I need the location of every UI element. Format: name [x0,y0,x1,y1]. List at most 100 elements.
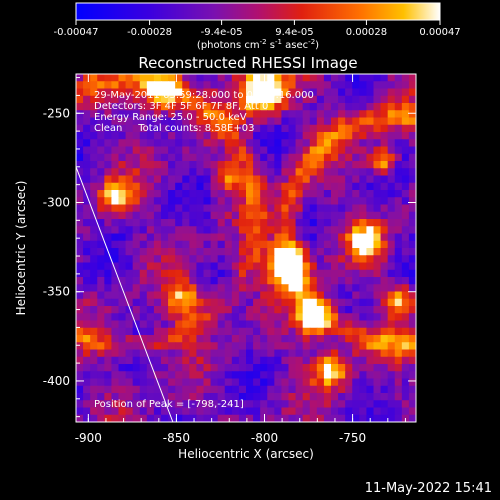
heatmap-cell [139,378,148,387]
heatmap-cell [139,371,148,380]
heatmap-cell [125,95,134,104]
heatmap-cell [146,269,155,278]
heatmap-cell [238,313,247,322]
heatmap-cell [331,335,339,343]
heatmap-cell [345,335,353,343]
heatmap-cell [97,393,105,401]
heatmap-cell [401,197,410,206]
heatmap-cell [83,262,91,271]
heatmap-cell [118,364,127,372]
heatmap-cell [168,313,176,322]
heatmap-cell [182,88,190,97]
heatmap-cell [139,182,148,191]
colorbar-ticks: -0.00047 -0.00028 -9.4e-05 9.4e-05 0.00028 0.… [54,20,461,38]
heatmap-cell [125,190,134,198]
heatmap-cell [139,320,148,329]
heatmap-cell [224,284,233,293]
heatmap-cell [175,364,183,372]
heatmap-cell [288,385,297,394]
x-tick-label: -850 [163,431,190,445]
heatmap-cell [196,153,205,162]
heatmap-cell [394,233,403,242]
heatmap-cell [97,81,105,90]
heatmap-cell [295,182,304,191]
heatmap-cell [394,117,403,126]
heatmap-cell [331,277,339,285]
heatmap-cell [175,197,183,206]
heatmap-cell [153,146,162,155]
heatmap-cell [182,284,190,293]
heatmap-cell [408,204,416,213]
heatmap-cell [231,95,240,104]
heatmap-cell [125,153,134,162]
heatmap-cell [260,262,268,271]
heatmap-cell [281,378,290,387]
heatmap-cell [387,139,396,148]
heatmap-cell [408,95,416,104]
heatmap-cell [309,400,318,409]
heatmap-cell [387,400,396,409]
heatmap-cell [125,393,134,401]
heatmap-cell [97,262,105,271]
heatmap-cell [274,313,283,322]
heatmap-cell [387,371,396,380]
heatmap-cell [401,407,410,416]
heatmap-cell [118,197,127,206]
heatmap-cell [359,175,368,184]
heatmap-cell [139,103,148,111]
heatmap-cell [203,313,212,322]
heatmap-cell [274,248,283,256]
heatmap-cell [373,313,382,322]
heatmap-cell [253,74,261,82]
heatmap-cell [316,132,325,140]
heatmap-cell [401,182,410,191]
heatmap-cell [267,204,275,213]
heatmap-cell [76,146,84,155]
heatmap-cell [217,197,226,206]
heatmap-cell [182,74,190,82]
heatmap-cell [338,168,346,177]
heatmap-cell [182,407,190,416]
heatmap-cell [267,240,275,249]
heatmap-cell [118,182,127,191]
heatmap-cell [224,320,233,329]
heatmap-cell [394,211,403,220]
heatmap-cell [139,269,148,278]
heatmap-cell [394,356,403,365]
heatmap-cell [210,240,219,249]
heatmap-cell [345,327,353,336]
heatmap-cell [153,74,162,82]
heatmap-cell [380,146,389,155]
heatmap-cell [352,255,360,264]
heatmap-cell [309,306,318,314]
heatmap-cell [111,393,120,401]
heatmap-cell [111,168,120,177]
heatmap-cell [203,182,212,191]
heatmap-cell [238,103,247,111]
heatmap-cell [153,327,162,336]
heatmap-cell [302,342,311,351]
heatmap-cell [118,269,127,278]
heatmap-cell [161,95,169,104]
heatmap-cell [373,385,382,394]
heatmap-cell [90,153,98,162]
heatmap-cell [153,81,162,90]
heatmap-cell [104,349,113,358]
heatmap-cell [203,400,212,409]
heatmap-cell [203,211,212,220]
heatmap-cell [97,139,105,148]
heatmap-cell [111,95,120,104]
heatmap-cell [380,262,389,271]
heatmap-cell [182,298,190,307]
heatmap-cell [90,291,98,300]
heatmap-cell [253,139,261,148]
heatmap-cell [132,233,141,242]
heatmap-cell [267,356,275,365]
heatmap-cell [246,262,254,271]
heatmap-cell [139,393,148,401]
heatmap-cell [267,400,275,409]
heatmap-cell [168,110,176,119]
heatmap-cell [281,117,290,126]
heatmap-cell [238,153,247,162]
heatmap-cell [196,132,205,140]
